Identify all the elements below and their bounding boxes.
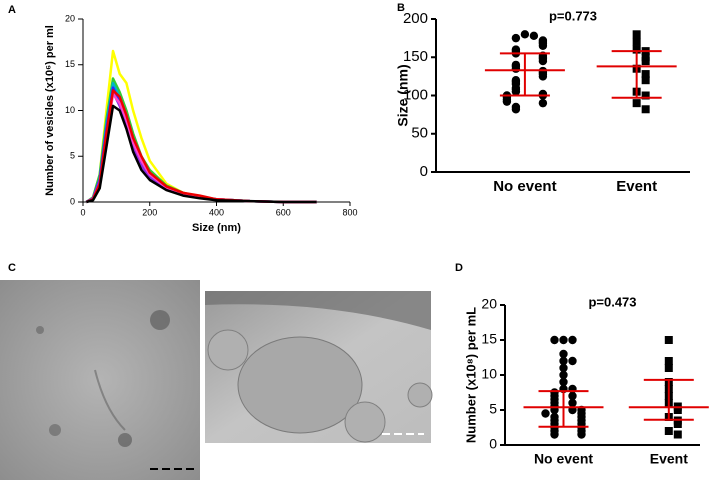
data-point: [538, 72, 548, 81]
data-point: [511, 33, 521, 43]
annotation: p=0.773: [549, 8, 597, 23]
data-point: [511, 64, 521, 73]
data-point: [502, 97, 512, 106]
x-tick-label: 0: [80, 207, 85, 217]
data-point: [673, 406, 682, 414]
y-axis-label: Number (x10⁸) per mL: [463, 307, 478, 443]
membrane: [205, 291, 431, 330]
y-tick-label: 0: [420, 163, 428, 180]
data-point: [559, 377, 568, 387]
y-tick-label: 20: [65, 13, 75, 23]
data-point: [550, 430, 559, 439]
y-tick-label: 0: [70, 196, 75, 206]
data-point: [568, 391, 577, 401]
data-point: [550, 335, 559, 345]
panel-label: D: [455, 262, 463, 274]
x-tick-label: Event: [616, 178, 657, 195]
data-point: [511, 105, 521, 114]
line-series: [85, 104, 317, 204]
data-point: [520, 30, 530, 39]
data-point: [664, 364, 673, 372]
vesicle: [237, 336, 363, 434]
y-axis-label: Number of vesicles (x10⁶) per ml: [44, 25, 56, 196]
data-point: [632, 30, 641, 39]
data-point: [664, 427, 673, 435]
y-tick-label: 15: [481, 331, 497, 347]
data-point: [577, 430, 586, 439]
data-point: [664, 357, 673, 365]
panel-label: C: [8, 262, 16, 274]
data-point: [632, 37, 641, 46]
data-point: [559, 356, 568, 366]
y-tick-label: 150: [403, 48, 428, 65]
micrograph-tem: [0, 280, 200, 480]
data-point: [538, 41, 548, 50]
vesicle: [344, 401, 386, 443]
data-point: [641, 105, 650, 114]
data-point: [541, 409, 550, 418]
fiber: [94, 369, 126, 431]
data-point: [559, 349, 568, 359]
x-tick-label: No event: [534, 451, 593, 467]
vesicle: [207, 329, 249, 371]
image: [0, 280, 200, 480]
data-point: [559, 335, 568, 345]
x-tick-label: No event: [493, 178, 556, 195]
x-tick-label: 200: [142, 207, 157, 217]
panel-label: B: [397, 2, 405, 14]
y-tick-label: 100: [403, 86, 428, 103]
data-point: [641, 91, 650, 100]
data-point: [664, 336, 673, 344]
y-tick-label: 5: [489, 401, 497, 417]
y-tick-label: 10: [65, 105, 75, 115]
data-point: [568, 356, 577, 366]
vesicle: [407, 382, 433, 408]
data-point: [673, 420, 682, 428]
data-point: [529, 31, 539, 41]
y-tick-label: 200: [403, 10, 428, 27]
particle: [49, 424, 61, 436]
data-point: [568, 335, 577, 345]
y-axis-label: Size (nm): [395, 64, 411, 126]
x-tick-label: 800: [342, 207, 357, 217]
y-tick-label: 5: [70, 151, 75, 161]
line-series: [85, 49, 317, 204]
x-tick-label: Event: [650, 451, 688, 467]
data-point: [641, 57, 650, 66]
annotation: p=0.473: [588, 294, 636, 309]
data-point: [538, 98, 548, 108]
y-tick-label: 0: [489, 436, 497, 452]
data-point: [632, 99, 641, 108]
data-point: [538, 56, 548, 66]
panel-label: A: [8, 4, 16, 16]
x-axis-label: Size (nm): [192, 222, 241, 234]
data-point: [673, 430, 682, 439]
x-tick-label: 400: [209, 207, 224, 217]
y-tick-label: 50: [411, 125, 428, 142]
y-tick-label: 20: [481, 296, 497, 312]
particle: [118, 433, 132, 447]
particle: [36, 326, 44, 334]
data-point: [559, 363, 568, 373]
data-point: [641, 70, 650, 79]
data-point: [559, 370, 568, 380]
micrograph-cryo: [205, 291, 433, 443]
particle: [150, 310, 170, 330]
x-tick-label: 600: [276, 207, 291, 217]
data-point: [511, 87, 521, 96]
data-point: [641, 76, 650, 85]
data-point: [568, 398, 577, 408]
y-tick-label: 15: [65, 59, 75, 69]
y-tick-label: 10: [481, 366, 497, 382]
data-point: [632, 45, 641, 54]
